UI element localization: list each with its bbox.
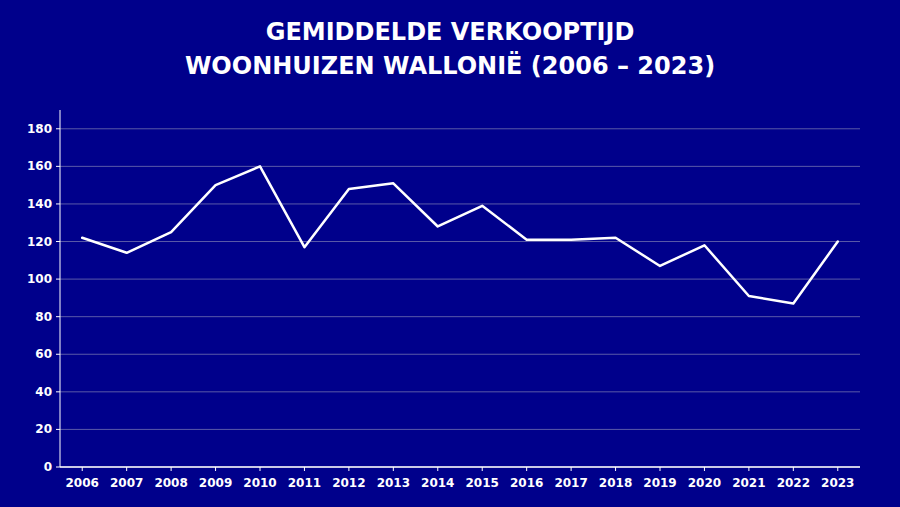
y-tick-label: 140 <box>27 197 52 211</box>
y-tick <box>56 279 60 280</box>
grid-line <box>60 354 860 355</box>
x-tick-label: 2015 <box>466 476 499 490</box>
y-tick-label: 80 <box>35 310 52 324</box>
x-tick-label: 2014 <box>421 476 454 490</box>
y-tick <box>56 128 60 129</box>
y-tick <box>56 166 60 167</box>
y-tick <box>56 391 60 392</box>
grid-line <box>60 467 860 468</box>
plot-area <box>82 166 838 303</box>
x-tick-label: 2018 <box>599 476 632 490</box>
chart: GEMIDDELDE VERKOOPTIJD WOONHUIZEN WALLONI… <box>0 0 900 507</box>
grid-line <box>60 279 860 280</box>
y-tick <box>56 203 60 204</box>
y-tick-label: 60 <box>35 347 52 361</box>
y-tick <box>56 467 60 468</box>
x-tick-label: 2023 <box>821 476 854 490</box>
y-tick-label: 0 <box>44 460 52 474</box>
y-tick-label: 160 <box>27 159 52 173</box>
x-tick-label: 2020 <box>688 476 721 490</box>
y-tick-label: 100 <box>27 272 52 286</box>
x-axis-line <box>60 466 860 468</box>
x-tick-label: 2019 <box>643 476 676 490</box>
x-tick-label: 2006 <box>66 476 99 490</box>
title: GEMIDDELDE VERKOOPTIJD <box>266 18 635 46</box>
y-tick-label: 120 <box>27 235 52 249</box>
grid-line <box>60 241 860 242</box>
x-tick-label: 2010 <box>243 476 276 490</box>
chart-container: GEMIDDELDE VERKOOPTIJD WOONHUIZEN WALLONI… <box>0 0 900 507</box>
x-tick-label: 2022 <box>777 476 810 490</box>
grid-line <box>60 316 860 317</box>
x-tick-label: 2009 <box>199 476 232 490</box>
x-tick-label: 2008 <box>154 476 187 490</box>
x-tick-label: 2016 <box>510 476 543 490</box>
y-tick <box>56 354 60 355</box>
data-line <box>82 166 838 303</box>
y-axis-line <box>60 110 61 467</box>
subtitle: WOONHUIZEN WALLONIË (2006 – 2023) <box>185 51 715 80</box>
y-tick-label: 20 <box>35 422 52 436</box>
x-tick-label: 2021 <box>732 476 765 490</box>
grid-line <box>60 391 860 392</box>
x-tick-label: 2007 <box>110 476 143 490</box>
x-tick-label: 2012 <box>332 476 365 490</box>
x-axis: 2006 2007 2008 2009 2010 2011 2012 2013 2014 2015… <box>60 467 860 490</box>
y-axis: 0 20 40 60 80 100 120 140 160 180 <box>27 110 860 474</box>
grid-line <box>60 166 860 167</box>
x-tick-label: 2011 <box>288 476 321 490</box>
y-tick <box>56 241 60 242</box>
x-tick-label: 2013 <box>377 476 410 490</box>
grid-line <box>60 128 860 129</box>
y-tick <box>56 429 60 430</box>
y-tick-label: 180 <box>27 122 52 136</box>
y-tick-label: 40 <box>35 385 52 399</box>
grid-line <box>60 203 860 204</box>
x-tick-label: 2017 <box>554 476 587 490</box>
grid-line <box>60 429 860 430</box>
y-tick <box>56 316 60 317</box>
background <box>0 0 900 507</box>
